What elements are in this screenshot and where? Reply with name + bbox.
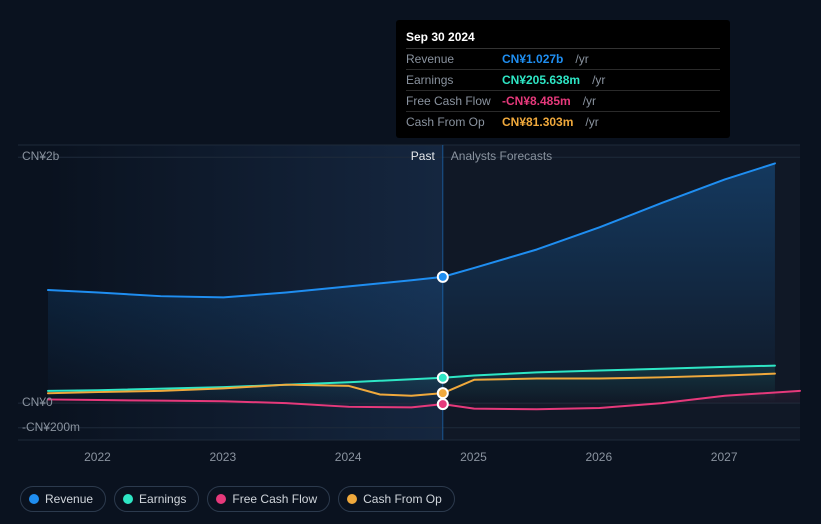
chart-legend: Revenue Earnings Free Cash Flow Cash From O… [20,486,455,512]
legend-item-earnings[interactable]: Earnings [114,486,199,512]
section-label-past: Past [411,149,435,163]
legend-label: Earnings [139,492,186,506]
x-axis-label: 2027 [711,450,738,464]
tooltip-metric-value: CN¥1.027b [502,52,563,66]
legend-label: Cash From Op [363,492,442,506]
tooltip-metric-value: -CN¥8.485m [502,94,571,108]
tooltip-row: Cash From Op CN¥81.303m/yr [406,112,720,132]
x-axis-label: 2024 [335,450,362,464]
tooltip-date: Sep 30 2024 [406,26,720,49]
legend-item-revenue[interactable]: Revenue [20,486,106,512]
tooltip-metric-unit: /yr [575,52,588,66]
legend-dot-icon [29,494,39,504]
legend-label: Free Cash Flow [232,492,317,506]
tooltip-row: Free Cash Flow -CN¥8.485m/yr [406,91,720,112]
tooltip-metric-label: Revenue [406,52,494,66]
tooltip-row: Earnings CN¥205.638m/yr [406,70,720,91]
legend-item-cfo[interactable]: Cash From Op [338,486,455,512]
tooltip-metric-unit: /yr [592,73,605,87]
tooltip-metric-unit: /yr [585,115,598,129]
legend-dot-icon [216,494,226,504]
tooltip-row: Revenue CN¥1.027b/yr [406,49,720,70]
section-label-forecast: Analysts Forecasts [451,149,552,163]
y-axis-label: CN¥2b [22,149,59,163]
y-axis-label: CN¥0 [22,395,53,409]
tooltip-metric-value: CN¥205.638m [502,73,580,87]
tooltip-metric-unit: /yr [583,94,596,108]
legend-dot-icon [123,494,133,504]
tooltip-metric-value: CN¥81.303m [502,115,573,129]
legend-item-fcf[interactable]: Free Cash Flow [207,486,330,512]
chart-tooltip: Sep 30 2024 Revenue CN¥1.027b/yr Earnings C… [396,20,730,138]
x-axis-label: 2026 [585,450,612,464]
tooltip-metric-label: Free Cash Flow [406,94,494,108]
tooltip-metric-label: Earnings [406,73,494,87]
x-axis-label: 2025 [460,450,487,464]
x-axis-label: 2023 [209,450,236,464]
x-axis-label: 2022 [84,450,111,464]
legend-label: Revenue [45,492,93,506]
tooltip-metric-label: Cash From Op [406,115,494,129]
legend-dot-icon [347,494,357,504]
y-axis-label: -CN¥200m [22,420,80,434]
